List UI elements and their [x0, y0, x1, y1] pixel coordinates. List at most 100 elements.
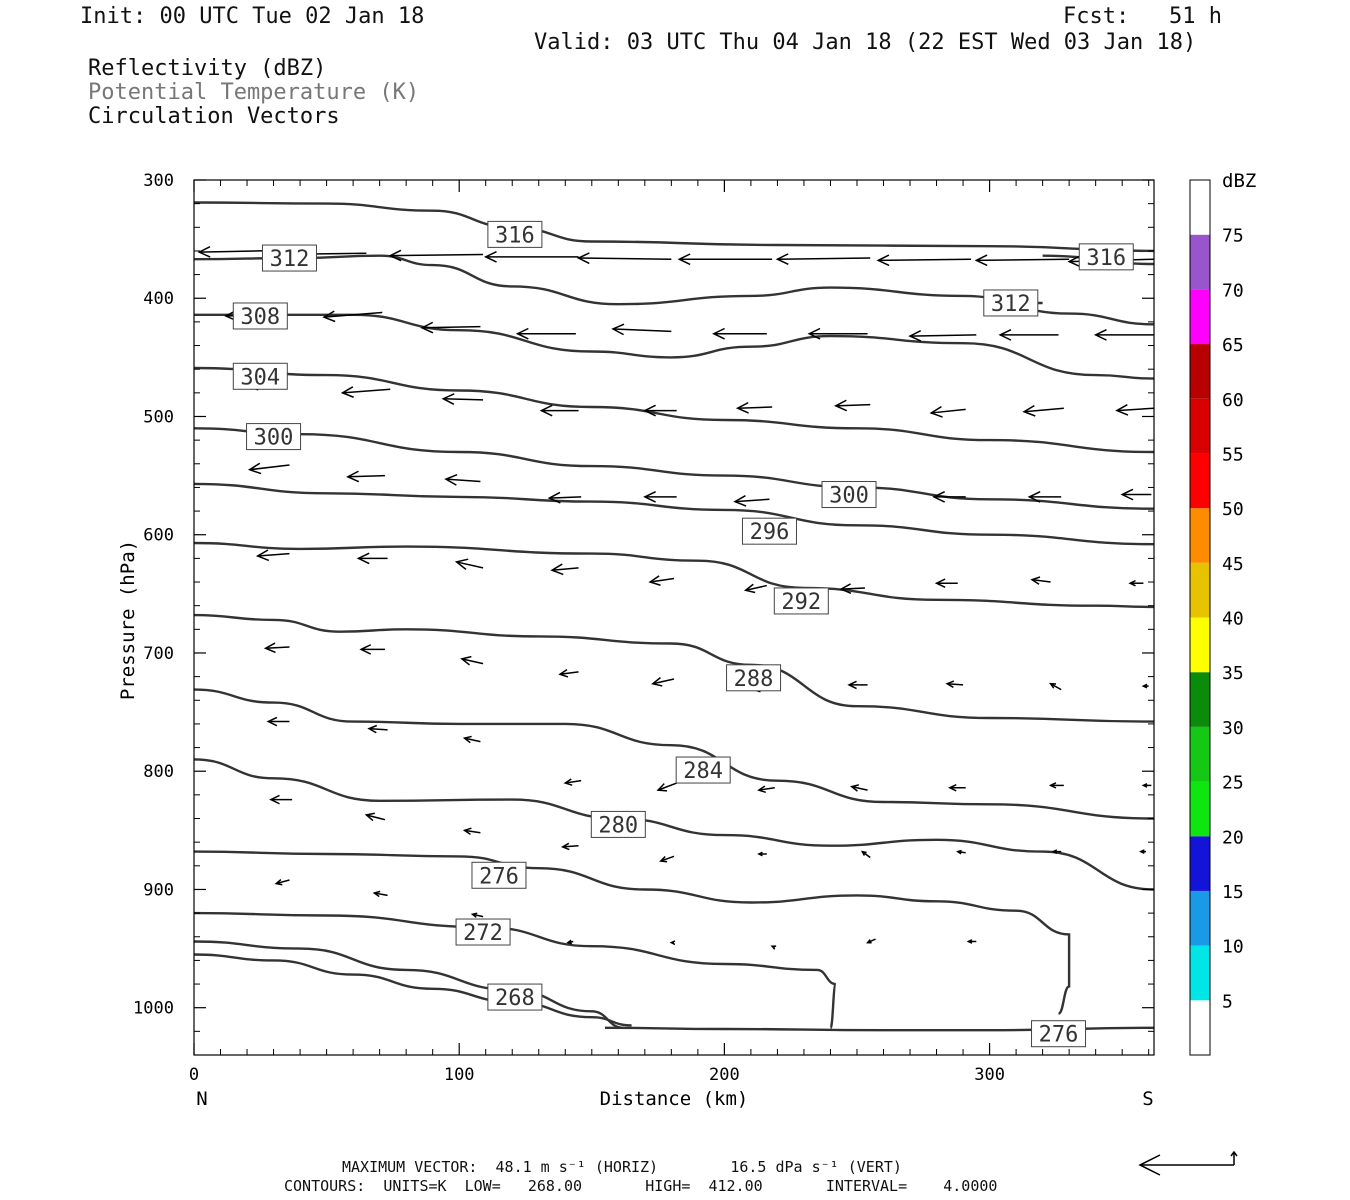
svg-text:312: 312	[991, 292, 1031, 317]
isentrope-308-line	[194, 313, 1154, 380]
contour-label-276: 276	[1031, 1020, 1087, 1048]
svg-text:276: 276	[1039, 1023, 1079, 1048]
svg-text:280: 280	[598, 813, 638, 838]
circulation-vector	[966, 939, 977, 944]
circulation-vector	[263, 642, 290, 654]
x-end-label-south: S	[1142, 1088, 1153, 1110]
circulation-vector	[255, 549, 290, 562]
colorbar-segment	[1190, 234, 1210, 290]
contour-label-284: 284	[675, 756, 731, 784]
x-tick-label: 200	[709, 1065, 740, 1085]
circulation-vector	[356, 552, 388, 565]
colorbar-tick-label: 65	[1222, 335, 1244, 356]
reference-vector-icon	[1138, 1150, 1238, 1176]
circulation-vector	[932, 490, 966, 503]
svg-text:316: 316	[495, 223, 535, 248]
circulation-vector	[462, 735, 481, 744]
colorbar-tick-label: 10	[1222, 937, 1244, 958]
circulation-vector	[420, 321, 481, 334]
circulation-vector	[1093, 329, 1154, 341]
circulation-vector	[483, 250, 579, 263]
contour-label-288: 288	[726, 664, 782, 692]
colorbar-tick-label: 20	[1222, 827, 1244, 848]
circulation-vector	[643, 490, 677, 503]
contour-label-316: 316	[487, 220, 543, 248]
contour-label-300: 300	[246, 423, 302, 451]
forecast-hour: Fcst: 51 h	[1063, 4, 1222, 29]
contour-label-300: 300	[821, 481, 877, 509]
contour-label-312: 312	[261, 244, 317, 272]
circulation-vector	[1141, 683, 1149, 689]
y-tick-label: 300	[143, 171, 174, 191]
circulation-vector	[1048, 782, 1064, 789]
circulation-vector	[515, 327, 576, 340]
circulation-vector	[1139, 849, 1147, 855]
isentrope-316-line	[194, 201, 1154, 253]
circulation-vector	[1022, 404, 1064, 417]
circulation-vector	[444, 473, 481, 486]
isentrope-304-line	[194, 366, 1154, 454]
circulation-vector	[860, 850, 871, 859]
circulation-vector	[1120, 488, 1152, 501]
vector-layer	[197, 246, 1154, 950]
circulation-vector	[462, 827, 481, 836]
circulation-vector	[1051, 849, 1062, 855]
colorbar-segment	[1190, 836, 1210, 891]
circulation-vector	[576, 252, 672, 265]
circulation-vector	[388, 249, 484, 262]
colorbar-tick-label: 45	[1222, 554, 1244, 575]
circulation-vector	[956, 849, 966, 855]
circulation-vector	[757, 785, 775, 794]
colorbar-segment	[1190, 890, 1210, 946]
svg-text:304: 304	[240, 365, 280, 390]
svg-text:300: 300	[829, 484, 869, 509]
colorbar-segment	[1190, 672, 1210, 727]
circulation-vector	[547, 491, 582, 504]
colorbar-tick-label: 35	[1222, 663, 1244, 684]
isentrope-300-line	[194, 482, 1154, 546]
max-vector-note: MAXIMUM VECTOR: 48.1 m s⁻¹ (HORIZ) 16.5 …	[342, 1158, 902, 1176]
svg-text:308: 308	[240, 305, 280, 330]
circulation-vector	[1049, 682, 1062, 691]
svg-text:296: 296	[750, 520, 790, 545]
svg-text:300: 300	[254, 426, 294, 451]
contour-label-308: 308	[232, 302, 288, 330]
contour-layer	[194, 201, 1154, 1032]
circulation-vector	[847, 680, 868, 690]
circulation-vector	[266, 716, 290, 727]
colorbar-tick-label: 25	[1222, 773, 1244, 794]
field-reflectivity: Reflectivity (dBZ)	[88, 56, 327, 81]
colorbar-tick-label: 75	[1222, 226, 1244, 247]
init-time: Init: 00 UTC Tue 02 Jan 18	[80, 4, 425, 29]
valid-time: Valid: 03 UTC Thu 04 Jan 18 (22 EST Wed …	[534, 30, 1197, 55]
isentrope-284-line	[194, 758, 1154, 891]
circulation-vector	[364, 812, 386, 822]
colorbar-tick-label: 40	[1222, 609, 1244, 630]
x-tick-label: 100	[444, 1065, 475, 1085]
circulation-vector	[1027, 490, 1062, 503]
svg-text:272: 272	[463, 921, 503, 946]
circulation-vector	[974, 254, 1070, 267]
circulation-vector	[372, 890, 388, 898]
circulation-vector	[934, 578, 958, 589]
colorbar-segment	[1190, 726, 1210, 782]
colorbar-unit: dBZ	[1222, 170, 1256, 192]
circulation-vector	[1115, 404, 1154, 416]
svg-text:268: 268	[495, 986, 535, 1011]
contour-label-280: 280	[590, 810, 646, 838]
colorbar-frame	[1189, 179, 1211, 1056]
circulation-vector	[839, 583, 865, 595]
y-tick-label: 600	[143, 526, 174, 546]
svg-text:292: 292	[781, 590, 821, 615]
circulation-vector	[757, 851, 767, 857]
circulation-vector	[359, 644, 385, 655]
circulation-vector	[712, 327, 767, 340]
circulation-vector	[866, 938, 876, 944]
x-axis-label: Distance (km)	[600, 1088, 749, 1110]
contour-label-312: 312	[983, 289, 1039, 317]
circulation-vector	[346, 470, 385, 483]
y-tick-label: 400	[143, 289, 174, 309]
colorbar-tick-label: 60	[1222, 390, 1244, 411]
circulation-vector	[560, 842, 579, 851]
circulation-vector	[677, 253, 773, 266]
